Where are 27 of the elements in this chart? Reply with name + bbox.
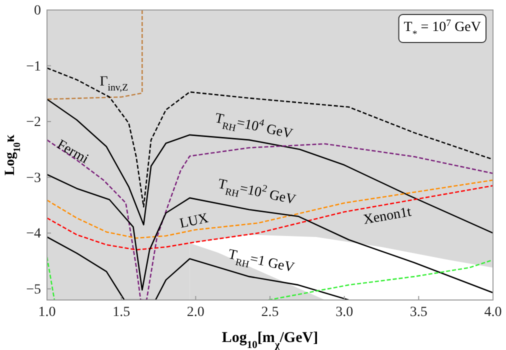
x-tick-label: 2.5	[261, 304, 279, 320]
y-tick-label: −2	[26, 115, 41, 130]
x-tick-label: 3.5	[410, 304, 428, 320]
line-series	[47, 179, 493, 239]
line-series	[47, 236, 350, 300]
text: Xenon1t	[362, 205, 413, 228]
line-series	[47, 139, 493, 300]
x-tick-label: 3.0	[336, 304, 354, 320]
y-tick-label: −3	[26, 170, 41, 186]
y-tick-label: −1	[26, 59, 41, 74]
x-tick-label: 1.0	[38, 304, 56, 320]
annotation: T$_{*}$ = 10$^{7}$ GeV	[404, 18, 481, 40]
x-tick-label: 4.0	[484, 304, 502, 320]
series-label: Γ$_{inv,Z}$	[100, 74, 128, 94]
y-tick-label: 0	[34, 3, 41, 18]
x-tick-label: 1.5	[112, 304, 130, 320]
line-series	[47, 10, 143, 100]
text: T$_{RH}$=1 GeV	[226, 247, 296, 276]
line-series	[47, 174, 493, 294]
y-tick-label: −5	[26, 282, 41, 298]
text: T$_{RH}$=10$^{2}$ GeV	[216, 177, 297, 208]
line-series	[268, 259, 493, 300]
text: T$_{RH}$=10$^{4}$ GeV	[214, 111, 294, 142]
x-axis-title: Log$_{10}$[m$_{χ}$/GeV]	[222, 330, 318, 350]
x-tick-label: 2.0	[186, 304, 204, 320]
y-tick-label: −4	[26, 226, 41, 242]
text: LUX	[178, 211, 210, 232]
